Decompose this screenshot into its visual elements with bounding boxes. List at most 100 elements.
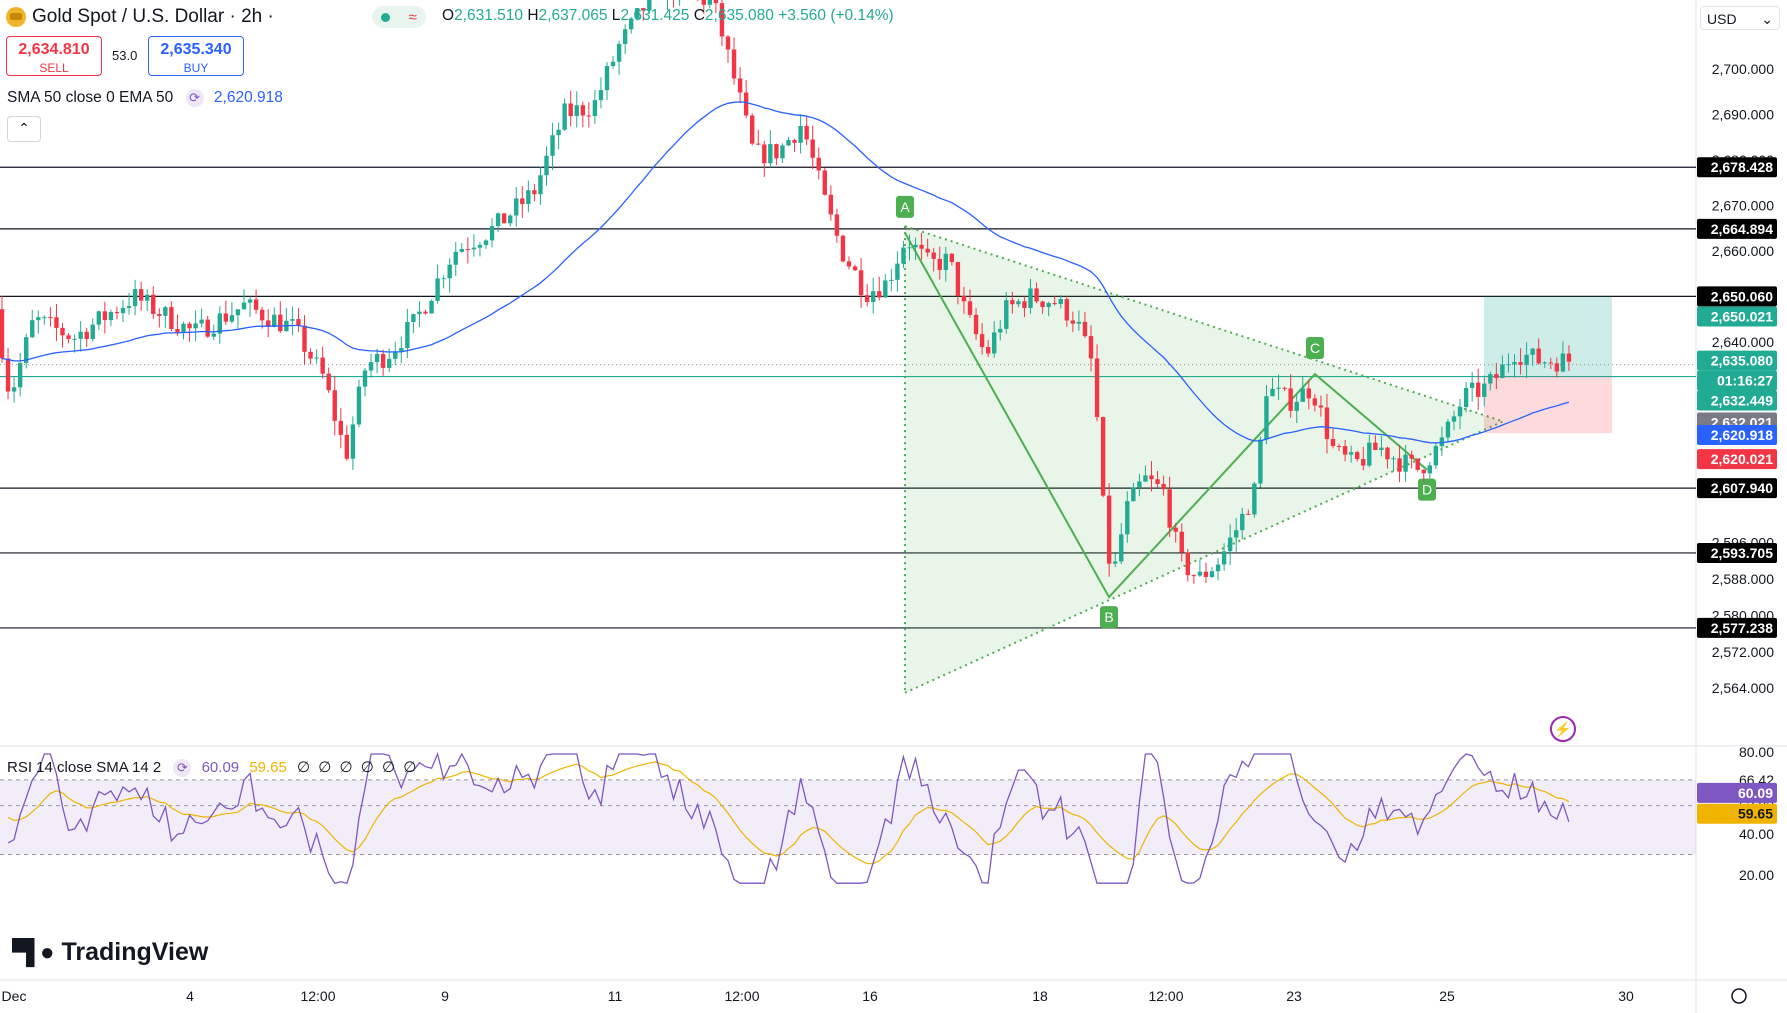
candle-body-101 [610, 61, 616, 67]
candle-body-231 [1397, 458, 1402, 472]
candle-body-195 [1179, 531, 1184, 553]
candle-body-185 [1119, 534, 1124, 562]
sell-button[interactable]: 2,634.810 SELL [6, 36, 102, 76]
candle-body-162 [979, 334, 985, 348]
candle-body-13 [78, 331, 83, 339]
currency-value: USD [1707, 11, 1737, 27]
lightning-icon[interactable]: ⚡ [1550, 716, 1576, 742]
candle-body-70 [423, 311, 428, 314]
price-tick-5: 2,640.000 [1712, 334, 1774, 350]
candle-body-214 [1294, 401, 1299, 411]
candle-body-215 [1300, 388, 1305, 402]
candle-body-77 [465, 248, 471, 250]
candle-body-24 [145, 294, 150, 301]
buy-price: 2,635.340 [160, 41, 232, 58]
candle-body-129 [780, 145, 785, 159]
axis-label-target-bg [1697, 306, 1777, 327]
rsi-current-label-bg [1697, 782, 1777, 803]
candle-body-134 [810, 139, 815, 158]
candle-body-118 [713, 0, 719, 4]
candle-body-123 [743, 92, 749, 116]
candle-body-258 [1560, 353, 1566, 372]
axis-label-sma-bg [1697, 425, 1777, 446]
level-price-label-3-bg [1697, 478, 1777, 499]
candle-body-135 [816, 157, 821, 171]
axis-label-target: 2,650.021 [1711, 309, 1773, 325]
rsi-refresh-icon[interactable]: ⟳ [173, 759, 192, 778]
candle-body-164 [992, 332, 997, 354]
buy-button[interactable]: 2,635.340 BUY [148, 36, 244, 76]
candle-body-241 [1457, 407, 1463, 417]
sma-indicator-legend[interactable]: SMA 50 close 0 EMA 50 ⟳ 2,620.918 [7, 89, 283, 107]
candle-body-85 [514, 198, 519, 216]
candle-body-59 [356, 386, 362, 425]
time-tick-3: 9 [441, 988, 449, 1004]
candle-body-117 [707, 0, 713, 5]
candle-body-127 [768, 144, 773, 164]
candle-body-36 [217, 313, 222, 334]
level-price-label-2: 2,650.060 [1711, 288, 1773, 304]
price-tick-9: 2,572.000 [1712, 644, 1774, 660]
price-tick-7: 2,588.000 [1712, 571, 1774, 587]
price-tick-3: 2,670.000 [1712, 198, 1774, 214]
symbol-title[interactable]: Gold Spot / U.S. Dollar · 2h · [6, 4, 274, 30]
candle-body-165 [998, 328, 1003, 333]
close-value: 2,635.080 [704, 7, 774, 24]
candle-body-22 [132, 289, 138, 307]
candle-body-203 [1227, 537, 1233, 552]
candle-body-173 [1046, 303, 1051, 307]
candle-body-51 [308, 351, 313, 359]
candle-body-229 [1385, 447, 1390, 460]
tradingview-logo[interactable]: ▀▌● TradingView [12, 938, 208, 967]
candle-body-233 [1409, 454, 1414, 459]
candle-body-121 [731, 49, 737, 79]
candle-body-156 [943, 253, 948, 270]
time-tick-6: 16 [862, 988, 878, 1004]
candle-body-213 [1288, 388, 1293, 411]
axis-label-countdown: 01:16:27 [1717, 373, 1773, 389]
candle-body-208 [1258, 439, 1263, 484]
candle-body-194 [1173, 527, 1178, 532]
market-status-pill[interactable]: ≈ [372, 6, 426, 28]
refresh-icon[interactable]: ⟳ [185, 89, 204, 107]
candle-body-25 [151, 294, 156, 315]
axis-label-countdown-bg [1697, 370, 1777, 391]
candle-body-201 [1215, 564, 1221, 572]
candle-body-116 [701, 0, 706, 5]
settings-gear-icon [1731, 988, 1747, 1004]
candle-body-151 [913, 244, 918, 248]
candle-body-31 [187, 323, 192, 329]
candle-body-232 [1403, 454, 1408, 472]
candle-body-16 [96, 311, 101, 325]
candle-body-23 [138, 289, 144, 301]
pattern-point-badge-B [1100, 606, 1118, 629]
candle-body-216 [1306, 388, 1311, 399]
candle-body-33 [199, 319, 204, 324]
candle-body-189 [1143, 475, 1148, 482]
candle-body-219 [1324, 407, 1330, 439]
candle-body-167 [1010, 300, 1015, 305]
candle-body-48 [290, 319, 295, 321]
axis-label-last: 2,635.080 [1711, 353, 1773, 369]
candle-body-145 [877, 291, 882, 298]
candle-body-222 [1342, 446, 1348, 455]
candle-body-239 [1445, 421, 1451, 438]
chevron-down-icon: ⌄ [1761, 11, 1773, 27]
rsi-sma-line [7, 761, 1570, 865]
rsi-indicator-legend[interactable]: RSI 14 close SMA 14 2 ⟳ 60.09 59.65 ∅ ∅ … [7, 758, 418, 778]
pattern-point-badge-A [896, 195, 914, 218]
candle-body-155 [937, 258, 942, 270]
candle-body-50 [302, 325, 307, 352]
candle-body-79 [477, 244, 483, 248]
candle-body-29 [175, 328, 180, 333]
currency-select[interactable]: USD ⌄ [1700, 6, 1780, 30]
level-price-label-0: 2,678.428 [1711, 159, 1773, 175]
candle-body-193 [1167, 489, 1172, 528]
sma-indicator-value: 2,620.918 [213, 89, 283, 107]
candle-body-158 [955, 262, 961, 296]
candle-body-56 [338, 420, 343, 435]
collapse-legend-button[interactable]: ⌃ [7, 116, 41, 142]
rsi-line [7, 751, 1570, 884]
candle-body-211 [1276, 387, 1281, 389]
